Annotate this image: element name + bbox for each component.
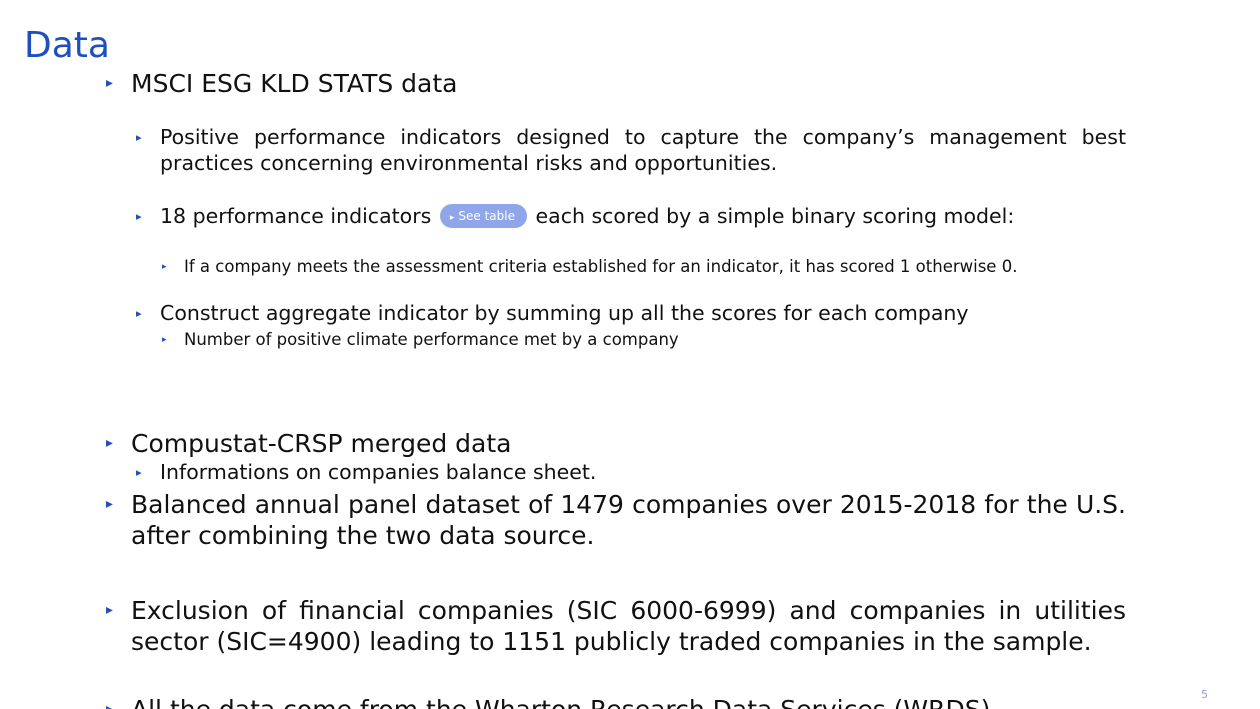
bullet-criteria: ▸ If a company meets the assessment crit… [162,257,1122,278]
bullet-wrds: ▸ All the data come from the Wharton Res… [106,694,1126,709]
play-icon: ▸ [449,213,455,223]
slide-title: Data [24,25,110,66]
page-number: 5 [1201,688,1208,701]
bullet-eighteen: ▸ 18 performance indicators ▸ See table e… [136,204,1126,230]
bullet-text: Construct aggregate indicator by summing… [160,301,969,325]
bullet-balanced: ▸ Balanced annual panel dataset of 1479 … [106,489,1126,552]
bullet-text: Balanced annual panel dataset of 1479 co… [131,490,1126,551]
bullet-marker: ▸ [106,701,113,709]
see-table-label: See table [458,209,515,223]
bullet-informations: ▸ Informations on companies balance shee… [136,460,1126,486]
bullet-text: Positive performance indicators designed… [160,125,1126,175]
bullet-text: Exclusion of financial companies (SIC 60… [131,596,1126,657]
bullet-marker: ▸ [136,131,142,144]
bullet-positive: ▸ Positive performance indicators design… [136,125,1126,176]
bullet-marker: ▸ [106,75,113,91]
bullet-marker: ▸ [162,335,167,345]
bullet-text: Compustat-CRSP merged data [131,429,512,458]
bullet-marker: ▸ [106,602,113,618]
bullet-text: Informations on companies balance sheet. [160,460,597,484]
bullet-marker: ▸ [162,262,167,272]
bullet-text: If a company meets the assessment criter… [184,257,1018,276]
bullet-marker: ▸ [106,496,113,512]
eighteen-before: 18 performance indicators [160,204,432,228]
bullet-text: MSCI ESG KLD STATS data [131,69,458,98]
bullet-marker: ▸ [106,435,113,451]
see-table-button[interactable]: ▸ See table [439,204,527,228]
bullet-msci: ▸ MSCI ESG KLD STATS data [106,68,1126,99]
bullet-marker: ▸ [136,466,142,479]
bullet-marker: ▸ [136,307,142,320]
bullet-exclusion: ▸ Exclusion of financial companies (SIC … [106,595,1126,658]
bullet-number: ▸ Number of positive climate performance… [162,330,1122,351]
bullet-text: 18 performance indicators ▸ See table eac… [160,204,1126,230]
bullet-text: All the data come from the Wharton Resea… [131,694,1126,709]
bullet-text: Number of positive climate performance m… [184,330,679,349]
bullet-compustat: ▸ Compustat-CRSP merged data [106,428,1126,459]
bullet-construct: ▸ Construct aggregate indicator by summi… [136,301,1126,327]
eighteen-after: each scored by a simple binary scoring m… [535,204,1015,228]
bullet-marker: ▸ [136,210,142,223]
